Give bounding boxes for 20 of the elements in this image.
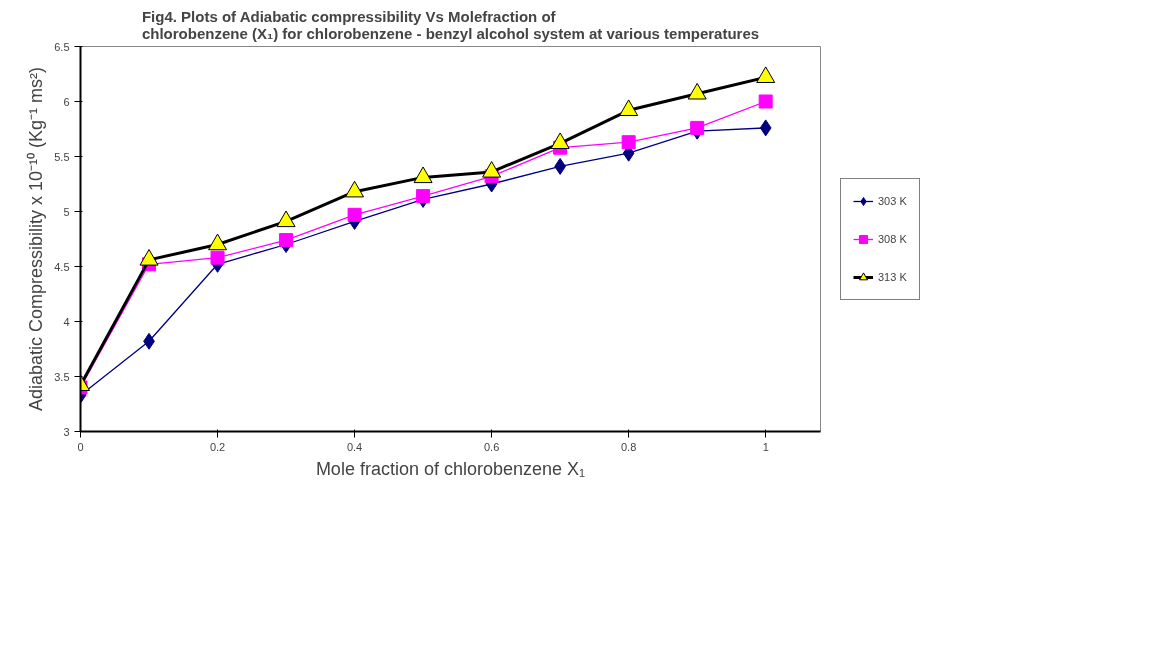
y-tick-label: 5.5: [54, 150, 70, 163]
y-tick-label: 6: [63, 95, 70, 108]
y-axis-title: Adiabatic Compressibility x 10⁻¹⁰ (Kg⁻¹ ms²): [26, 66, 47, 412]
y-tick-label: 6.5: [54, 40, 70, 53]
legend-label: 303 K: [878, 194, 907, 207]
x-axis-title: Mole fraction of chlorobenzene X₁: [315, 458, 586, 479]
y-tick-label: 4: [63, 315, 70, 328]
y-tick-label: 5: [63, 205, 70, 218]
legend-label: 313 K: [878, 270, 907, 283]
x-tick-label: 0.2: [209, 440, 226, 453]
chart-title: Fig4. Plots of Adiabatic compressibility Vs Molefraction of chlorobenzene (X₁) for chlorobenzene - benzyl alcohol system at various temperatures: [141, 7, 760, 42]
y-tick-label: 3.5: [54, 370, 70, 383]
x-tick-label: 0: [77, 440, 84, 453]
x-tick-label: 0.4: [346, 440, 363, 453]
y-tick-label: 4.5: [54, 260, 70, 273]
x-tick-label: 0.8: [621, 440, 637, 453]
legend-label: 308 K: [878, 232, 907, 245]
x-tick-label: 0.6: [483, 440, 500, 453]
x-tick-label: 1: [762, 440, 769, 453]
y-tick-label: 3: [63, 425, 70, 438]
